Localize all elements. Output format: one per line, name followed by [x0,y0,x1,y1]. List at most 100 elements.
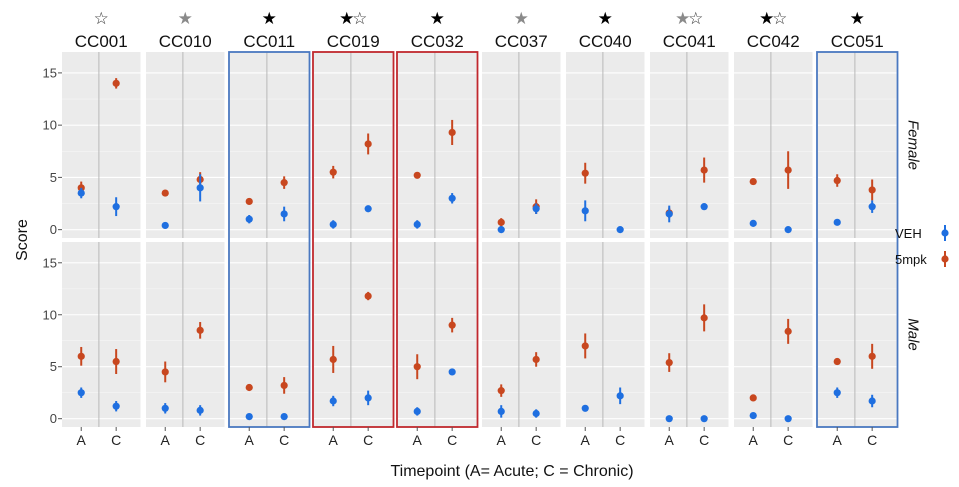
data-point-veh [665,210,673,218]
x-tick-label: C [111,432,121,448]
outline-star-icon: ☆ [772,9,787,29]
significance-stars: ★ [178,9,193,29]
data-point-5mpk [665,358,673,367]
blue-highlight-box [816,51,899,428]
panel-background [146,242,225,427]
data-point-veh [868,397,876,405]
data-point-5mpk [280,179,288,187]
facet-label-female: Female [905,120,922,170]
data-point-5mpk [245,383,253,392]
data-point-veh [448,194,456,202]
panel-background [734,242,813,427]
significance-stars: ★ [262,9,277,29]
data-point-veh [784,226,792,234]
data-point-veh [497,226,505,234]
filled-star-icon: ★ [262,9,277,29]
panel-background [230,242,309,427]
data-point-5mpk [532,355,540,364]
strain-panel-cc042: CC042 ★☆ A C [734,9,813,448]
red-highlight-box [396,51,479,428]
filled-star-icon: ★ [339,9,354,29]
significance-stars: ☆ [94,9,109,29]
data-point-veh [784,415,792,423]
outline-star-icon: ☆ [94,9,109,29]
significance-stars: ★☆ [759,9,787,29]
x-tick-label: A [77,432,87,448]
y-tick-label: 10 [43,118,57,133]
data-point-veh [77,189,85,197]
strain-label: CC037 [495,32,548,51]
strain-label: CC042 [747,32,800,51]
data-point-5mpk [245,197,253,206]
data-point-5mpk [448,321,456,329]
panel-background [314,52,393,238]
data-point-5mpk [833,176,841,185]
legend-label: VEH [895,226,922,241]
significance-stars: ★ [850,9,865,29]
data-point-veh [532,409,540,418]
data-point-5mpk [112,79,120,87]
strain-label: CC010 [159,32,212,51]
data-point-veh [329,220,337,229]
data-point-5mpk [700,166,708,174]
panel-background [734,52,813,238]
panel-background [482,242,561,427]
strain-label: CC051 [831,32,884,51]
data-point-5mpk [413,171,421,179]
significance-stars: ★☆ [675,9,703,29]
x-tick-label: A [749,432,759,448]
strain-panel-cc001: CC001 ☆ A C [62,9,141,448]
data-point-5mpk [364,292,372,300]
data-point-veh [413,220,421,229]
x-tick-label: A [665,432,675,448]
panel-background [62,242,141,427]
data-point-veh [245,413,253,421]
legend-key-5mpk [941,255,949,263]
data-point-veh [77,389,85,397]
data-point-veh [329,397,337,405]
data-point-5mpk [868,186,876,194]
significance-stars: ★ [430,9,445,29]
x-tick-label: C [363,432,373,448]
data-point-5mpk [497,387,505,395]
x-tick-label: C [447,432,457,448]
x-axis-label: Timepoint (A= Acute; C = Chronic) [390,463,633,480]
grey-star-icon: ★ [514,9,529,29]
data-point-5mpk [196,326,204,334]
data-point-veh [833,218,841,226]
red-highlight-box [312,51,395,428]
data-point-veh [581,404,589,412]
data-point-veh [497,407,505,416]
x-tick-label: A [245,432,255,448]
data-point-5mpk [329,168,337,176]
panel-background [62,52,141,238]
data-point-veh [196,406,204,414]
y-tick-label: 5 [50,170,57,185]
data-point-5mpk [364,140,372,148]
x-tick-label: A [413,432,423,448]
strain-panel-cc040: CC040 ★ A C [566,9,645,448]
strain-label: CC040 [579,32,632,51]
data-point-veh [616,392,624,400]
outline-star-icon: ☆ [688,9,703,29]
panel-background [398,52,477,238]
x-tick-label: A [161,432,171,448]
strain-label: CC011 [243,32,295,51]
x-tick-label: A [497,432,507,448]
data-point-5mpk [833,357,841,366]
data-point-veh [700,415,708,423]
data-point-veh [364,394,372,402]
data-point-5mpk [749,177,757,186]
data-point-veh [616,226,624,234]
data-point-5mpk [161,368,169,376]
x-tick-label: A [329,432,339,448]
data-point-veh [581,207,589,215]
data-point-veh [112,402,120,410]
y-axis-label: Score [14,219,31,261]
legend: VEH 5mpk [895,225,949,267]
panel-background [566,242,645,427]
x-tick-label: C [867,432,877,448]
strain-panel-cc011: CC011 ★ A C [228,9,311,448]
filled-star-icon: ★ [430,9,445,29]
